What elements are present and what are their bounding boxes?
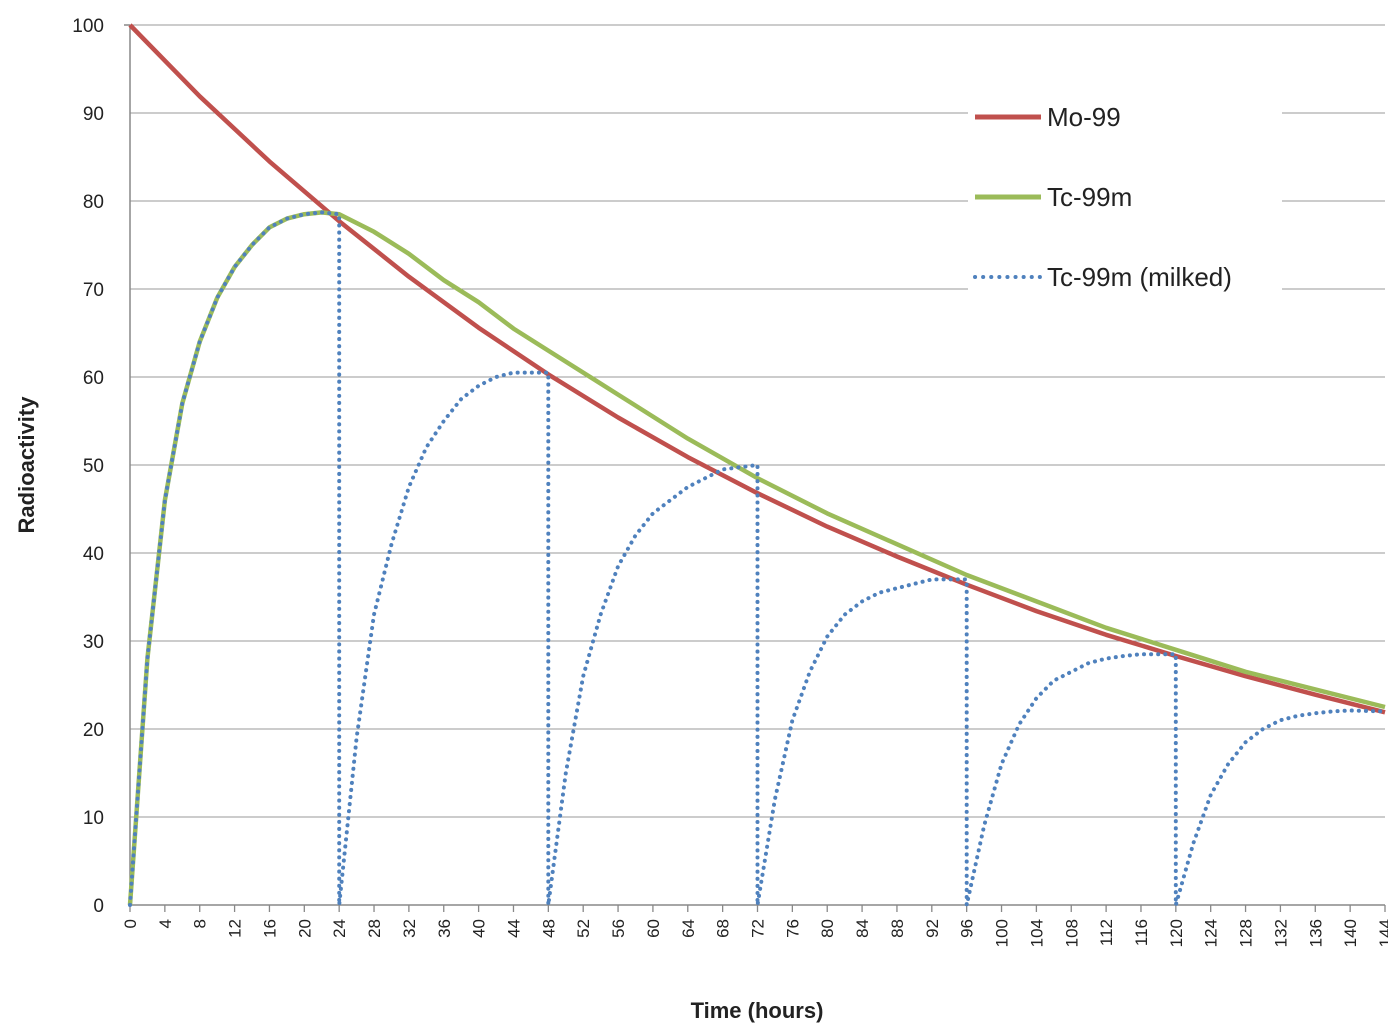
x-tick-label: 120 (1167, 919, 1186, 947)
x-tick-label: 100 (993, 919, 1012, 947)
y-tick-label: 0 (93, 896, 104, 917)
x-tick-label: 64 (679, 919, 698, 938)
x-tick-labels: 0 4 8 12 16 20 24 28 32 36 40 44 48 52 56 60 64 68 72 76 80 8… (121, 919, 1388, 947)
y-tick-label: 80 (83, 192, 104, 213)
x-tick-label: 124 (1202, 919, 1221, 947)
legend-label: Mo-99 (1047, 102, 1121, 132)
x-tick-label: 92 (923, 919, 942, 938)
x-tick-label: 144 (1376, 919, 1388, 947)
x-tick-label: 12 (226, 919, 245, 938)
x-tick-label: 104 (1027, 919, 1046, 947)
x-tick-label: 136 (1306, 919, 1325, 947)
y-tick-label: 50 (83, 456, 104, 477)
x-tick-label: 140 (1341, 919, 1360, 947)
series-lines (127, 23, 1387, 907)
x-tick-label: 116 (1132, 919, 1151, 946)
x-tick-label: 96 (958, 919, 977, 938)
x-tick-label: 20 (295, 919, 314, 938)
x-tick-label: 112 (1097, 919, 1116, 946)
y-tick-label: 20 (83, 720, 104, 741)
x-tick-label: 84 (853, 919, 872, 938)
x-tick-label: 44 (504, 919, 523, 938)
y-tick-label: 90 (83, 104, 104, 125)
series-line-tc-99m-milked (128, 210, 1387, 907)
x-axis-title: Time (hours) (691, 998, 824, 1023)
y-tick-label: 10 (83, 808, 104, 829)
x-tick-label: 48 (539, 919, 558, 938)
x-tick-label: 8 (191, 919, 210, 928)
x-tick-label: 80 (818, 919, 837, 938)
x-tick-label: 76 (783, 919, 802, 938)
x-tick-label: 68 (714, 919, 733, 938)
legend-label: Tc-99m (milked) (1047, 262, 1232, 292)
x-tick-label: 132 (1271, 919, 1290, 947)
x-tick-label: 52 (574, 919, 593, 938)
x-tick-label: 88 (888, 919, 907, 938)
x-tick-label: 32 (400, 919, 419, 938)
x-tick-label: 0 (121, 919, 140, 928)
y-axis-title: Radioactivity (14, 396, 39, 534)
x-tick-label: 16 (260, 919, 279, 938)
y-tick-label: 30 (83, 632, 104, 653)
x-tick-label: 108 (1062, 919, 1081, 947)
x-tick-label: 128 (1237, 919, 1256, 947)
x-tick-label: 4 (156, 919, 175, 928)
y-tick-label: 40 (83, 544, 104, 565)
legend-label: Tc-99m (1047, 182, 1132, 212)
y-tick-label: 70 (83, 280, 104, 301)
x-tick-label: 40 (470, 919, 489, 938)
legend: Mo-99 Tc-99m Tc-99m (milked) (968, 90, 1282, 300)
x-tick-label: 56 (609, 919, 628, 938)
x-tick-label: 72 (749, 919, 768, 938)
x-tick-label: 28 (365, 919, 384, 938)
y-tick-label: 60 (83, 368, 104, 389)
x-tick-label: 60 (644, 919, 663, 938)
x-tick-label: 24 (330, 919, 349, 938)
x-tick-label: 36 (435, 919, 454, 938)
y-tick-labels: 0 10 20 30 40 50 60 70 80 90 100 (72, 16, 104, 917)
y-tick-label: 100 (72, 16, 104, 37)
